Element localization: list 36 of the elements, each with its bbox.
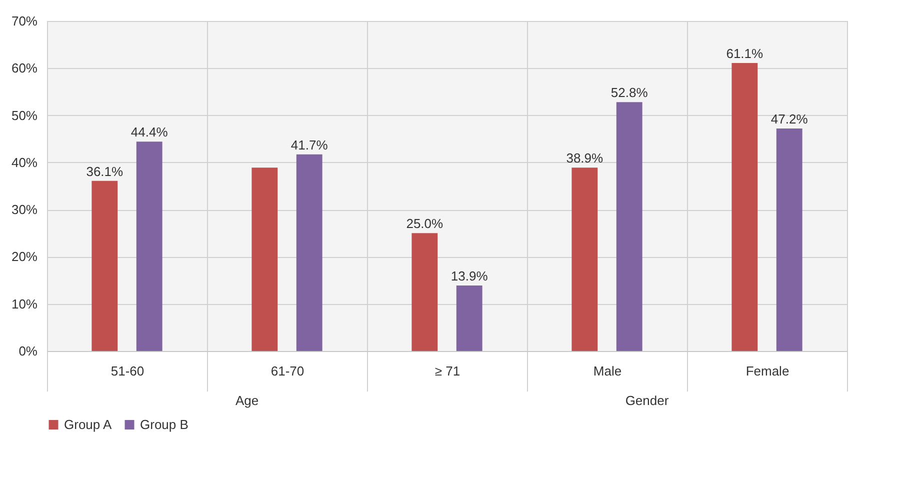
bar: [776, 128, 802, 351]
data-label: 61.1%: [726, 46, 764, 61]
bar: [136, 142, 162, 351]
x-tick-label: ≥ 71: [434, 364, 460, 378]
y-tick-label: 30%: [11, 202, 38, 218]
y-tick-label: 40%: [11, 154, 38, 170]
legend-label: Group B: [140, 416, 188, 432]
bar: [252, 168, 278, 351]
bar: [412, 233, 438, 351]
bar: [92, 180, 118, 351]
data-label: 25.0%: [406, 216, 444, 232]
bar: [456, 285, 482, 351]
x-tick-label: Male: [593, 364, 622, 378]
data-label: 47.2%: [770, 111, 808, 126]
text: Gender: [625, 393, 670, 408]
bar: [572, 168, 598, 351]
data-label: 38.9%: [566, 150, 604, 166]
bar: [732, 62, 758, 351]
text: Age: [235, 393, 259, 408]
y-tick-label: 20%: [11, 249, 38, 264]
y-tick-label: 10%: [11, 296, 38, 312]
x-tick-label: 51-60: [110, 364, 144, 378]
data-label: 41.7%: [290, 137, 328, 152]
y-tick-label: 50%: [11, 108, 38, 123]
data-label: 13.9%: [450, 268, 488, 284]
legend-label: Group A: [64, 416, 112, 432]
y-tick-label: 60%: [11, 60, 38, 76]
y-tick-label: 70%: [11, 14, 38, 28]
y-tick-label: 0%: [18, 344, 38, 358]
data-label: 44.4%: [130, 124, 168, 140]
bar: [616, 102, 642, 351]
data-label: 52.8%: [610, 85, 648, 100]
x-tick-label: Female: [746, 364, 790, 378]
data-label: 36.1%: [86, 164, 124, 179]
x-tick-label: 61-70: [270, 364, 304, 378]
bar: [296, 154, 322, 351]
